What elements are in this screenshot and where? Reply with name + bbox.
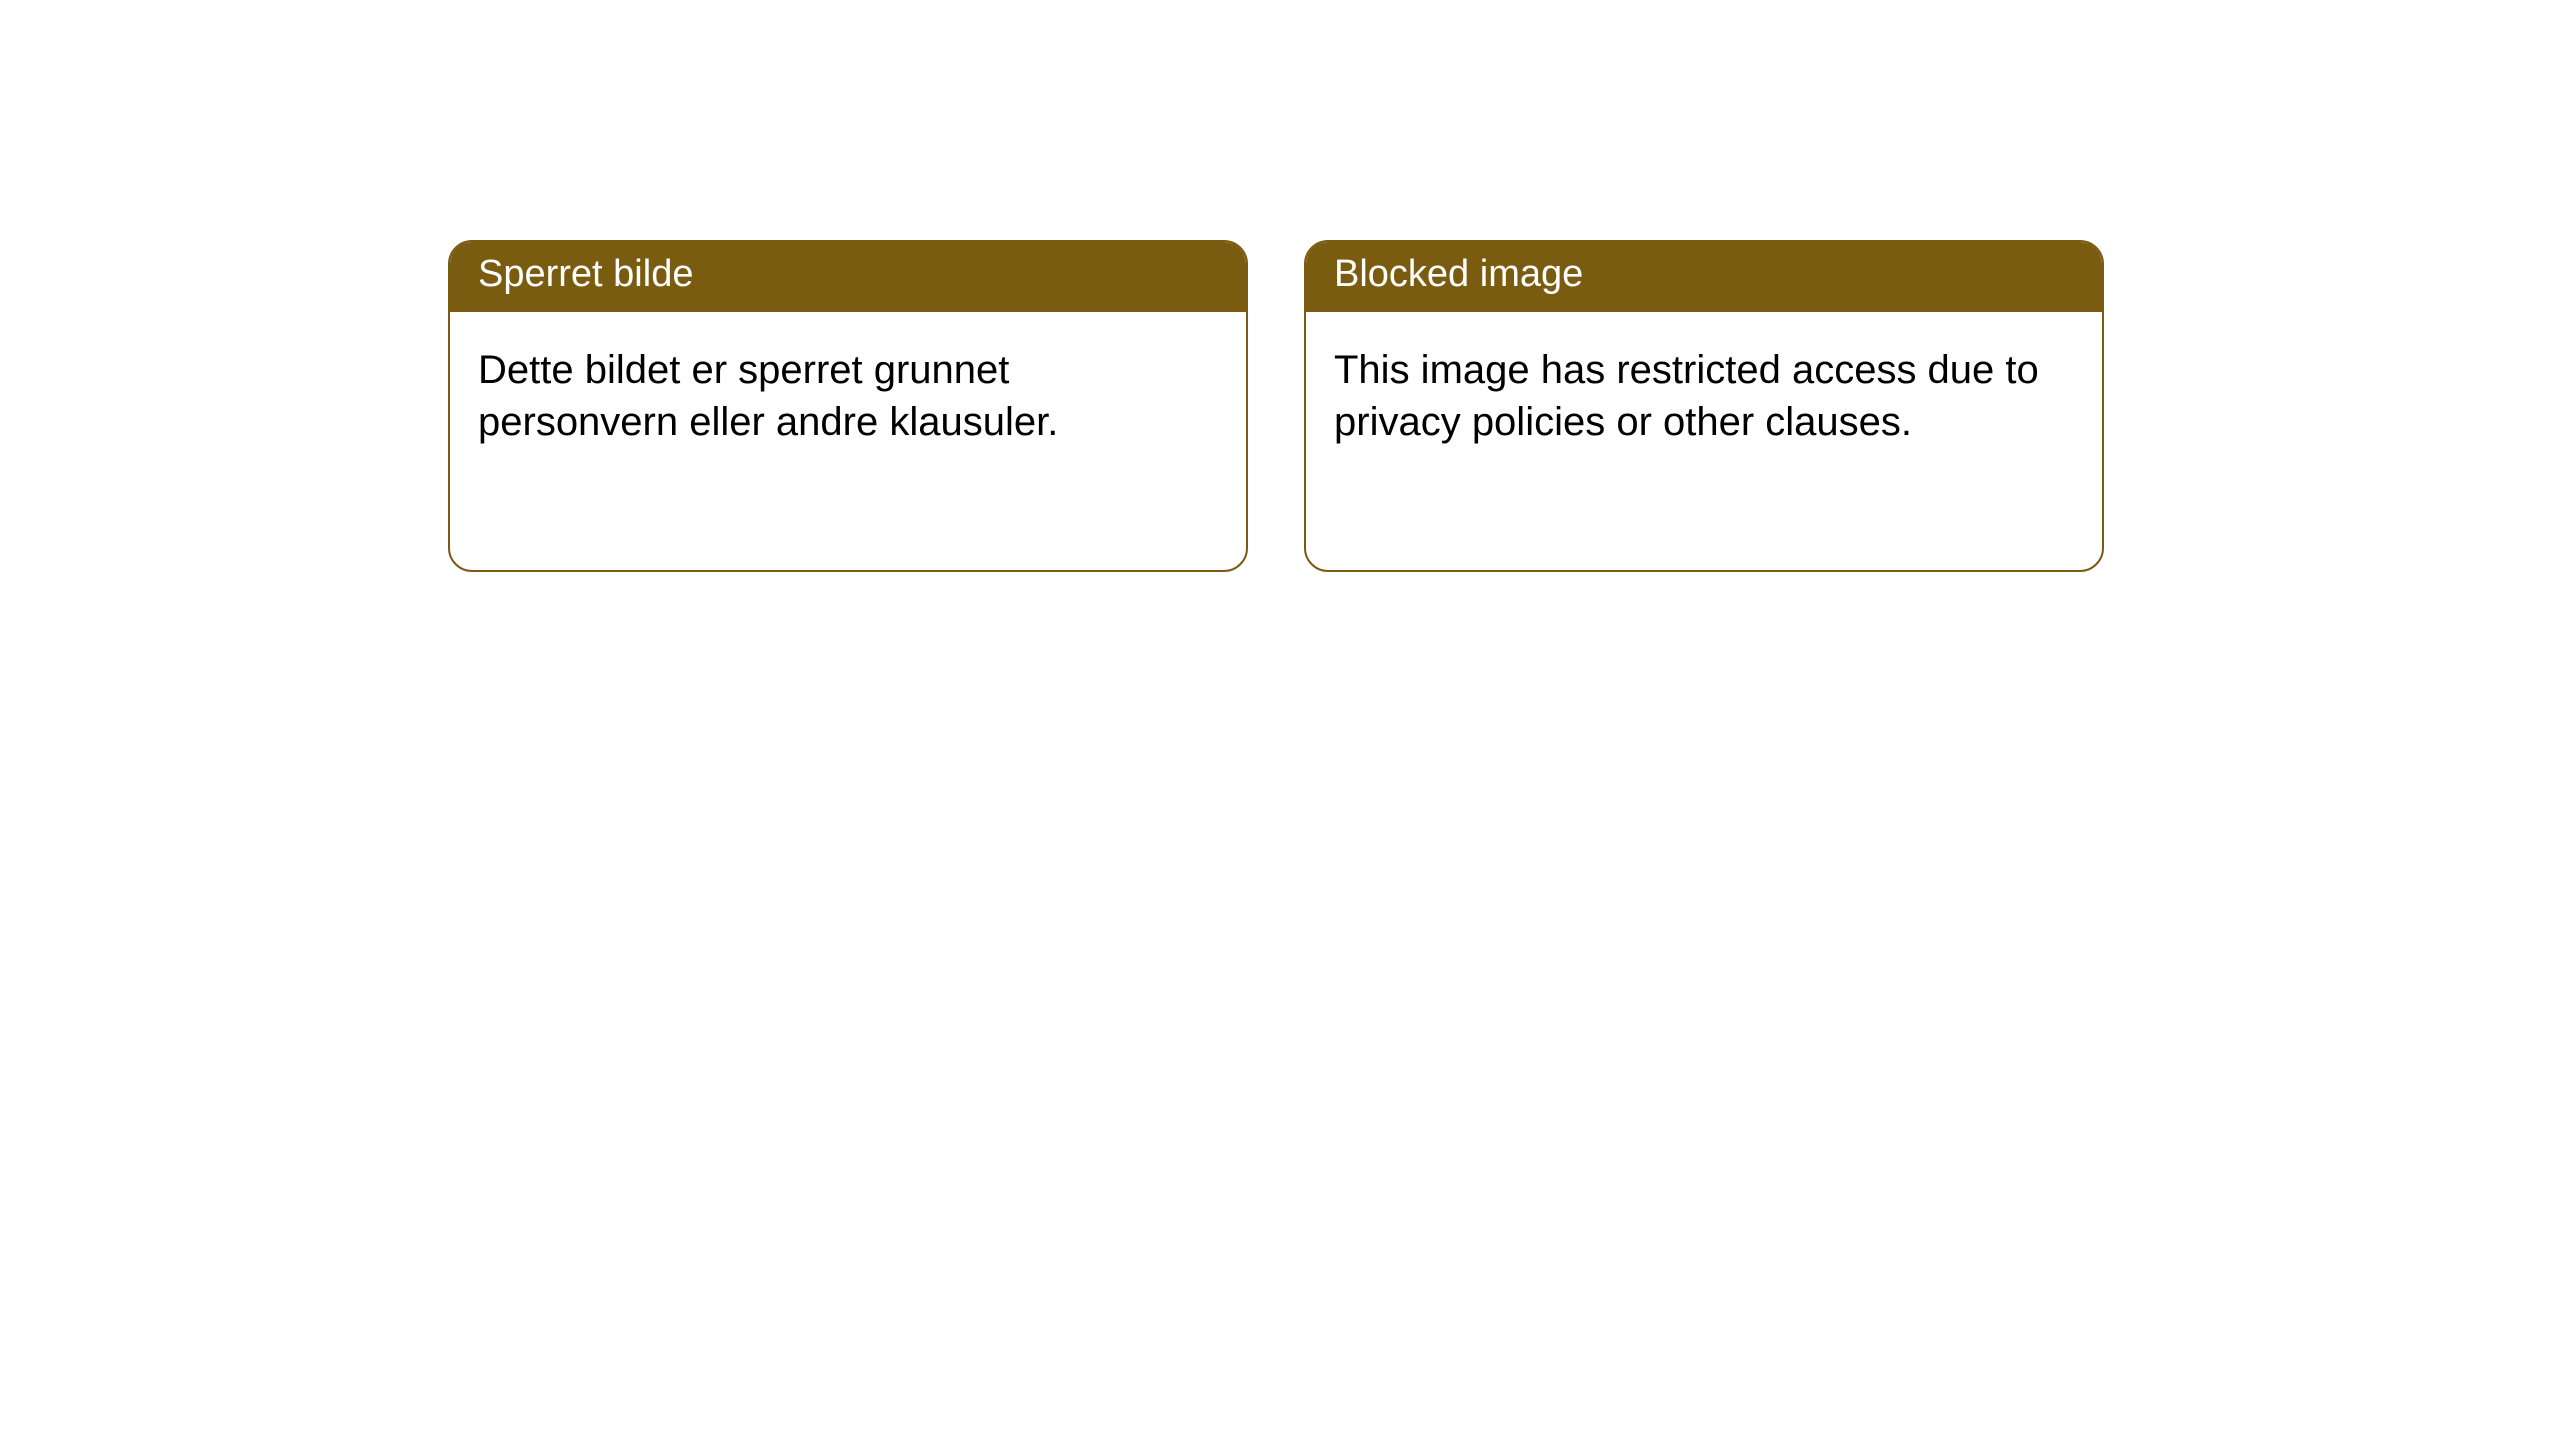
notice-panel-no: Sperret bilde Dette bildet er sperret gr… <box>448 240 1248 572</box>
notice-panel-en: Blocked image This image has restricted … <box>1304 240 2104 572</box>
notice-panel-body: This image has restricted access due to … <box>1306 312 2102 482</box>
notice-panel-title: Blocked image <box>1306 242 2102 312</box>
notice-panel-body: Dette bildet er sperret grunnet personve… <box>450 312 1246 482</box>
notice-panels-container: Sperret bilde Dette bildet er sperret gr… <box>448 240 2104 572</box>
notice-panel-title: Sperret bilde <box>450 242 1246 312</box>
